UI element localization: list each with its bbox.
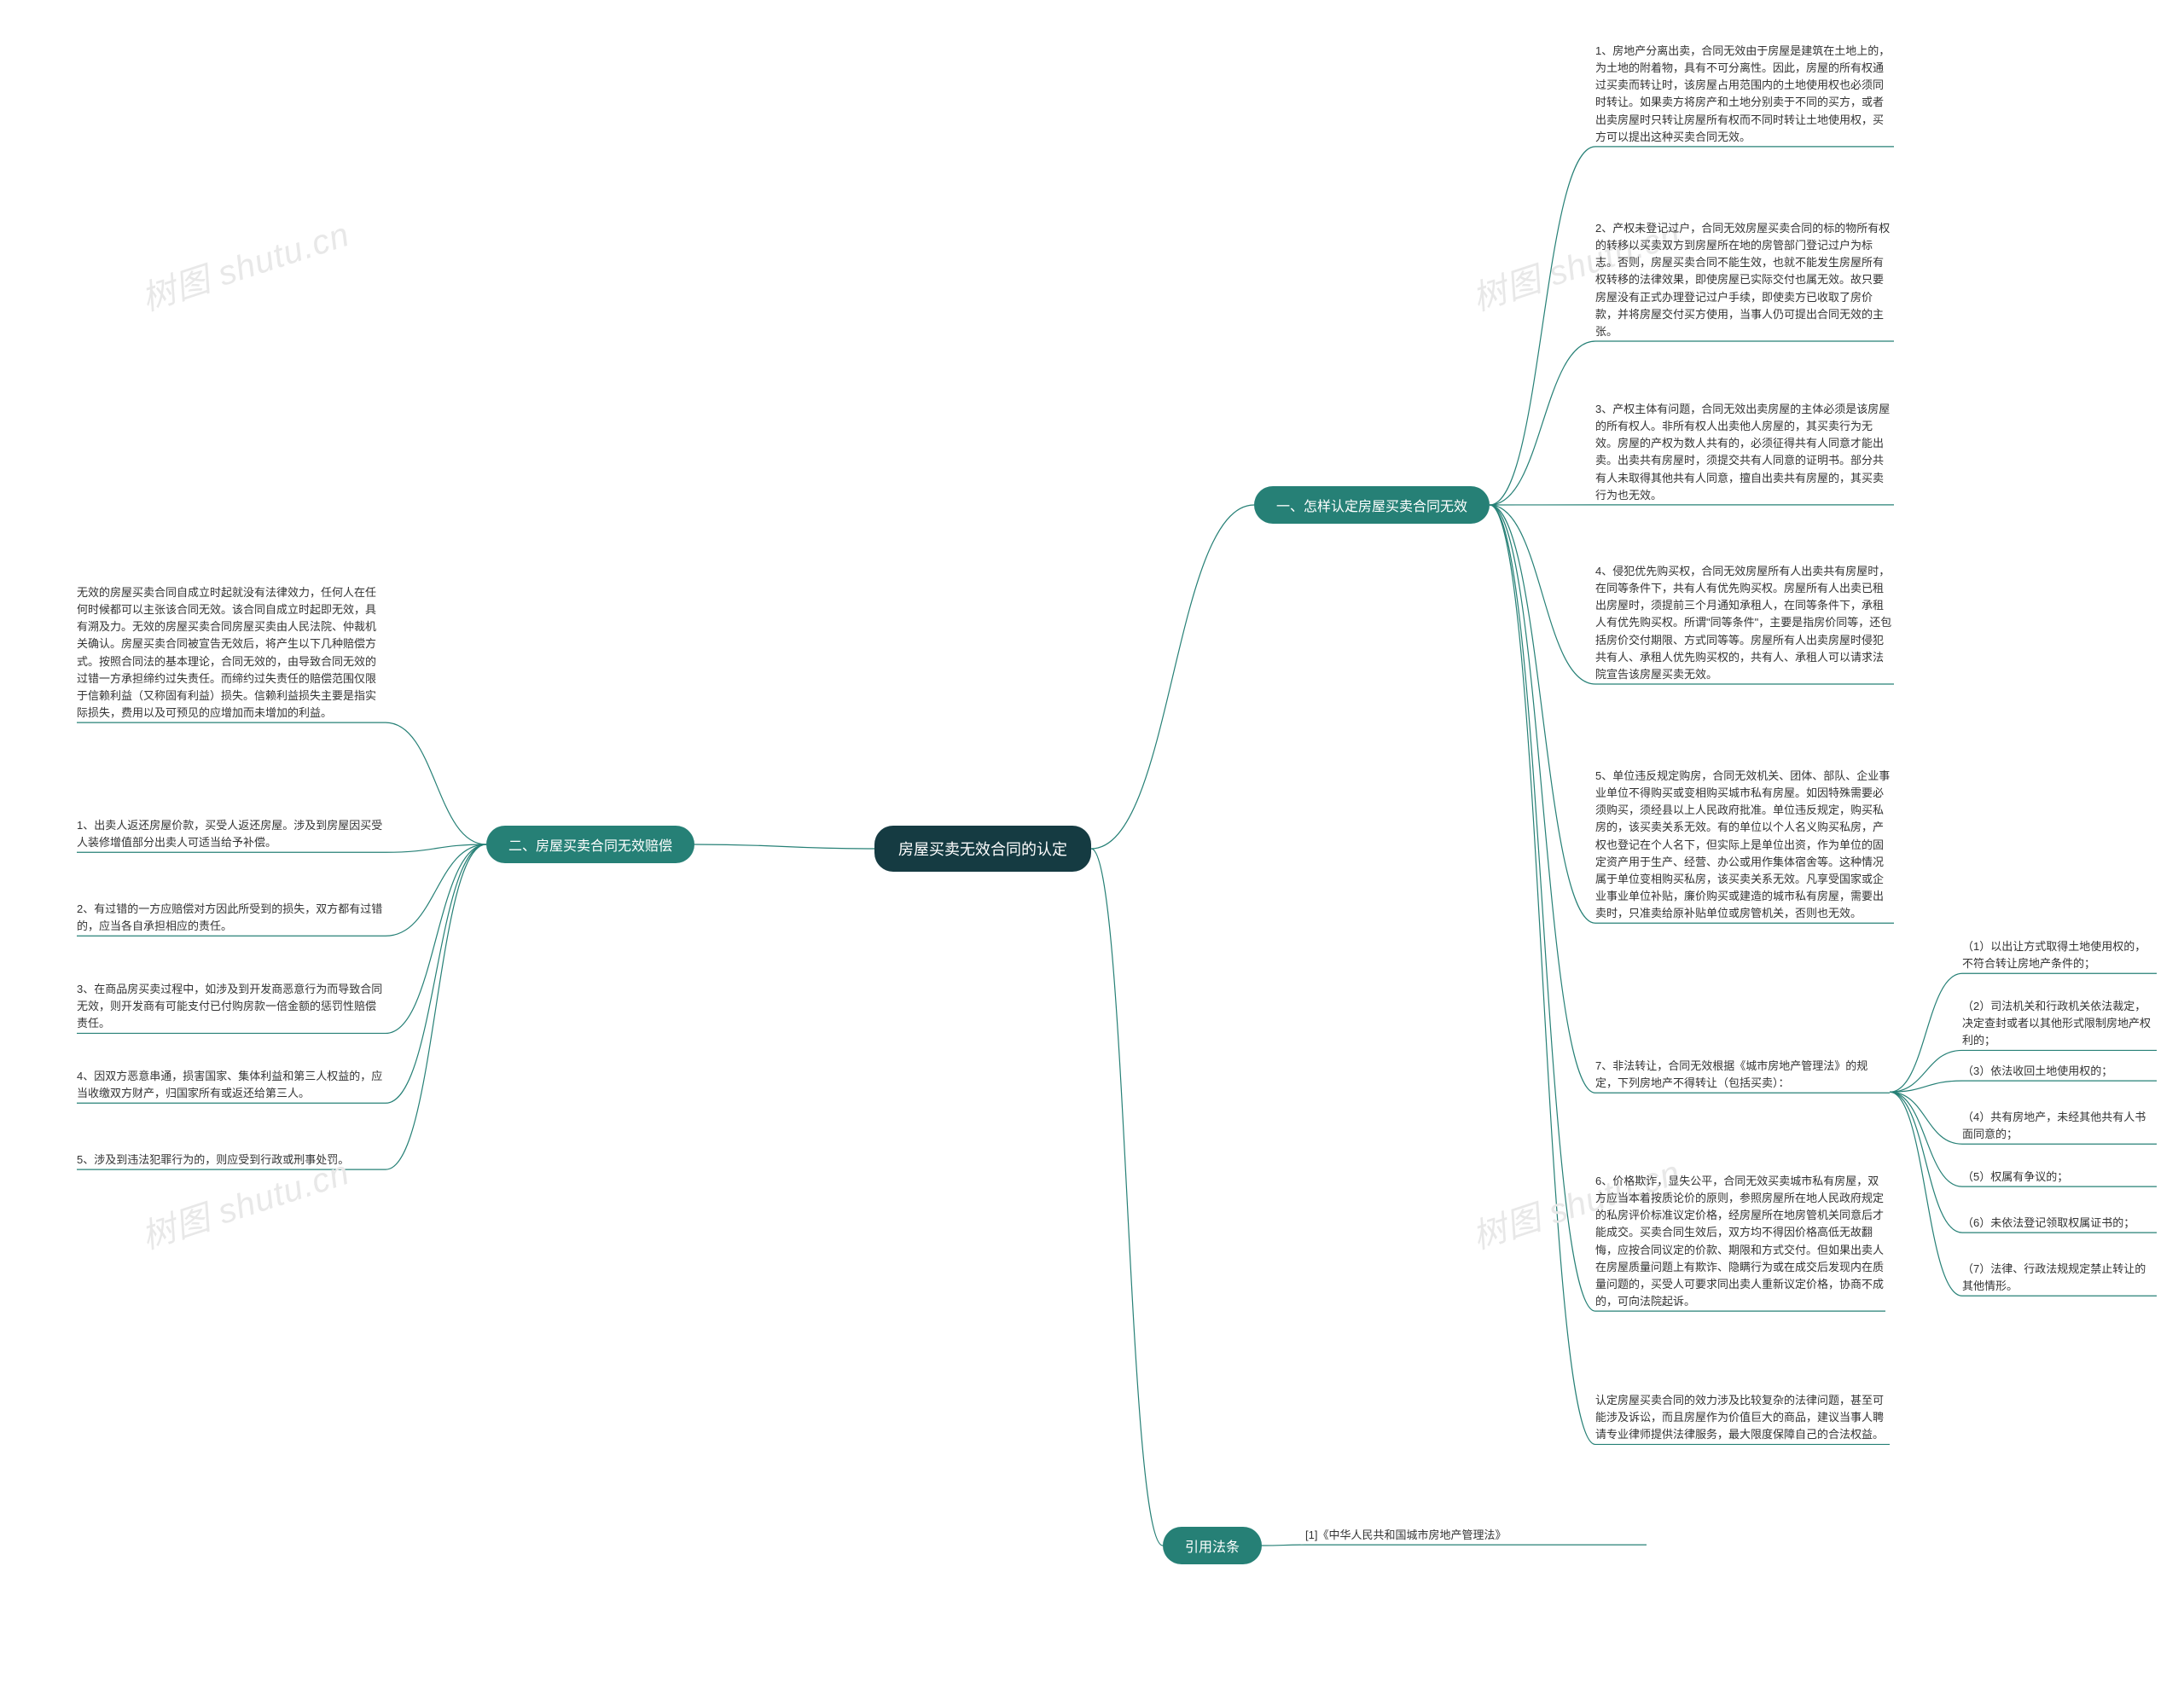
leaf-section2-item: 1、出卖人返还房屋价款，买受人返还房屋。涉及到房屋因买受人装修增值部分出卖人可适… (77, 817, 386, 851)
root-label: 房屋买卖无效合同的认定 (898, 838, 1067, 860)
leaf-section2-item: 无效的房屋买卖合同自成立时起就没有法律效力，任何人在任何时候都可以主张该合同无效… (77, 584, 386, 722)
leaf-section1-7-subitem: （2）司法机关和行政机关依法裁定，决定查封或者以其他形式限制房地产权利的； (1962, 998, 2157, 1049)
leaf-section2-item: 3、在商品房买卖过程中，如涉及到开发商恶意行为而导致合同无效，则开发商有可能支付… (77, 981, 386, 1032)
leaf-section2-item: 2、有过错的一方应赔偿对方因此所受到的损失，双方都有过错的，应当各自承担相应的责… (77, 901, 386, 935)
leaf-section1-7-subitem: （7）法律、行政法规规定禁止转让的其他情形。 (1962, 1261, 2157, 1295)
leaf-section1-item: 5、单位违反规定购房，合同无效机关、团体、部队、企业事业单位不得购买或变相购买城… (1595, 768, 1894, 922)
branch-citation: 引用法条 (1163, 1527, 1262, 1564)
leaf-section1-7-subitem: （1）以出让方式取得土地使用权的，不符合转让房地产条件的； (1962, 938, 2157, 972)
leaf-citation-item: [1]《中华人民共和国城市房地产管理法》 (1305, 1527, 1647, 1544)
leaf-section1-item: 3、产权主体有问题，合同无效出卖房屋的主体必须是该房屋的所有权人。非所有权人出卖… (1595, 401, 1894, 504)
leaf-section1-item: 7、非法转让，合同无效根据《城市房地产管理法》的规定，下列房地产不得转让（包括买… (1595, 1058, 1890, 1092)
leaf-section1-7-subitem: （5）权属有争议的； (1962, 1169, 2157, 1186)
watermark: 树图 shutu.cn (134, 206, 355, 320)
root-node: 房屋买卖无效合同的认定 (874, 826, 1091, 872)
leaf-section1-item: 2、产权未登记过户，合同无效房屋买卖合同的标的物所有权的转移以买卖双方到房屋所在… (1595, 220, 1894, 340)
branch-label: 二、房屋买卖合同无效赔偿 (508, 834, 672, 855)
branch-section-1: 一、怎样认定房屋买卖合同无效 (1254, 486, 1490, 524)
leaf-section2-item: 5、涉及到违法犯罪行为的，则应受到行政或刑事处罚。 (77, 1151, 386, 1169)
leaf-section1-item: 1、房地产分离出卖，合同无效由于房屋是建筑在土地上的，为土地的附着物，具有不可分… (1595, 43, 1894, 146)
branch-label: 引用法条 (1185, 1535, 1240, 1556)
leaf-section2-item: 4、因双方恶意串通，损害国家、集体利益和第三人权益的，应当收缴双方财产，归国家所… (77, 1068, 386, 1102)
leaf-section1-item: 6、价格欺诈，显失公平，合同无效买卖城市私有房屋，双方应当本着按质论价的原则，参… (1595, 1173, 1885, 1310)
leaf-section1-item: 认定房屋买卖合同的效力涉及比较复杂的法律问题，甚至可能涉及诉讼，而且房屋作为价值… (1595, 1392, 1890, 1443)
branch-section-2: 二、房屋买卖合同无效赔偿 (486, 826, 694, 863)
leaf-section1-7-subitem: （3）依法收回土地使用权的； (1962, 1063, 2157, 1080)
leaf-section1-item: 4、侵犯优先购买权，合同无效房屋所有人出卖共有房屋时，在同等条件下，共有人有优先… (1595, 563, 1894, 683)
branch-label: 一、怎样认定房屋买卖合同无效 (1276, 495, 1467, 515)
leaf-section1-7-subitem: （4）共有房地产，未经其他共有人书面同意的； (1962, 1109, 2157, 1143)
leaf-section1-7-subitem: （6）未依法登记领取权属证书的； (1962, 1215, 2157, 1232)
